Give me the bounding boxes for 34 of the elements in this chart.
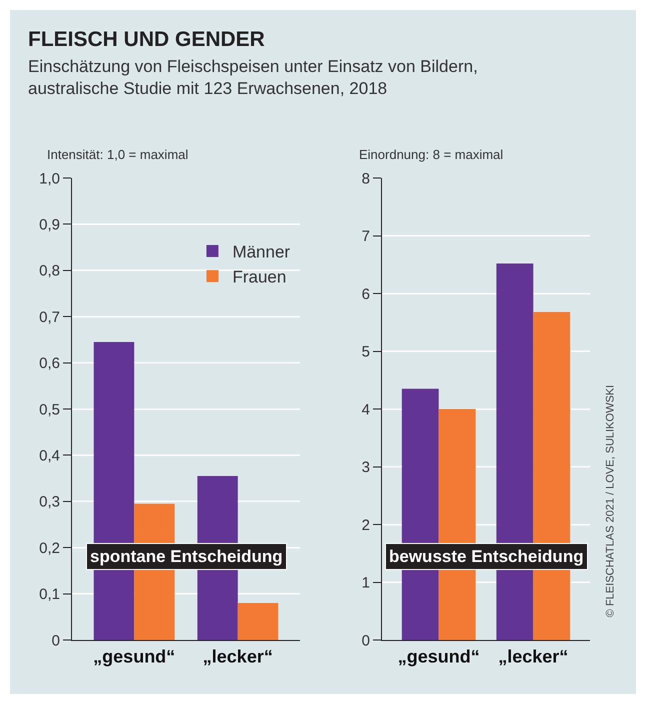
y-tick-label: 4 [362,401,370,418]
y-axis-title: Einordnung: 8 = maximal [359,147,504,162]
y-tick-label: 0 [362,632,370,650]
chart-title: FLEISCH UND GENDER [28,28,265,52]
y-tick-label: 0 [52,632,60,650]
x-tick-label: „lecker“ [498,646,568,667]
legend-label: Männer [232,242,290,262]
x-tick-label: „lecker“ [202,646,273,667]
annotation: bewusste Entscheidung [389,547,584,566]
y-tick-label: 5 [362,344,370,360]
y-axis-title: Intensität: 1,0 = maximal [47,147,188,162]
y-tick-label: 0,6 [39,355,60,372]
y-tick-label: 0,2 [39,540,60,557]
y-tick-label: 6 [362,286,370,303]
y-tick-label: 0,8 [39,262,60,280]
legend-label: Frauen [232,268,286,287]
y-tick-label: 1 [362,574,370,592]
y-tick-label: 0,4 [39,447,60,464]
annotation: spontane Entscheidung [90,547,283,566]
y-tick-label: 0,7 [39,308,60,326]
y-tick-label: 3 [362,459,370,476]
y-tick-label: 0,3 [39,494,60,511]
y-tick-label: 1,0 [39,170,60,188]
x-tick-label: „gesund“ [93,646,176,667]
y-tick-label: 8 [362,170,370,188]
chart-subtitle: Einschätzung von Fleischspeisen unter Einsatz von Bildern, australische Studie mit 123 Erwachsenen, 2018 [28,56,478,100]
y-tick-label: 2 [362,516,370,534]
text: © FLEISCHATLAS 2021 / LOVE, SULIKOWSKI [604,384,616,618]
bar [238,603,278,640]
x-tick-label: „gesund“ [398,646,480,667]
y-tick-label: 0,9 [39,216,60,234]
y-tick-label: 0,1 [39,586,60,604]
y-tick-label: 0,5 [39,401,60,418]
y-tick-label: 7 [362,228,370,245]
